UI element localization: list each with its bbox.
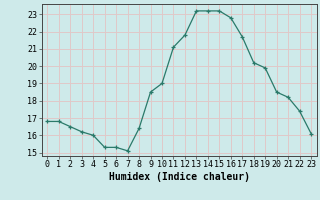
X-axis label: Humidex (Indice chaleur): Humidex (Indice chaleur) (109, 172, 250, 182)
